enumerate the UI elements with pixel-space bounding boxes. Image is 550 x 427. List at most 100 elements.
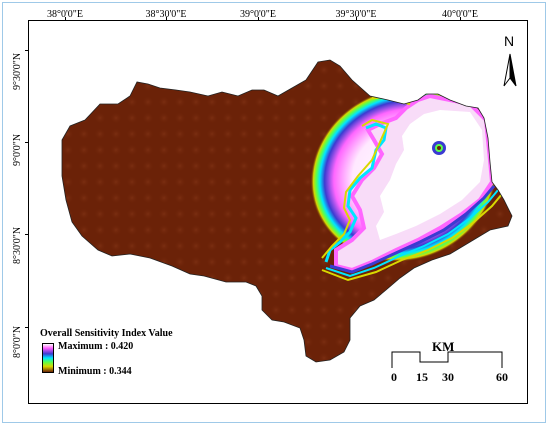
raster-cell: [158, 112, 170, 124]
raster-cell: [270, 128, 282, 140]
raster-cell: [62, 208, 74, 220]
raster-cell: [494, 112, 506, 124]
raster-cell: [206, 80, 218, 92]
raster-cell: [238, 80, 250, 92]
raster-cell: [478, 304, 490, 316]
raster-cell: [62, 112, 74, 124]
raster-cell: [302, 144, 314, 156]
raster-cell: [462, 256, 474, 268]
raster-cell: [222, 320, 234, 332]
raster-cell: [126, 112, 138, 124]
raster-cell: [110, 112, 122, 124]
raster-cell: [270, 320, 282, 332]
raster-cell: [94, 352, 106, 362]
raster-cell: [238, 112, 250, 124]
raster-cell: [254, 240, 266, 252]
raster-cell: [158, 352, 170, 362]
raster-cell: [286, 240, 298, 252]
raster-cell: [318, 272, 330, 284]
raster-cell: [78, 80, 90, 92]
raster-cell: [238, 160, 250, 172]
raster-cell: [238, 64, 250, 76]
legend-min-label: Minimum : 0.344: [58, 366, 132, 377]
scale-label: 15: [416, 370, 428, 384]
lat-tick: [25, 327, 29, 328]
raster-cell: [222, 352, 234, 362]
raster-cell: [494, 288, 506, 300]
raster-cell: [142, 224, 154, 236]
raster-cell: [94, 224, 106, 236]
raster-cell: [478, 336, 490, 348]
raster-cell: [430, 320, 442, 332]
raster-cell: [430, 80, 442, 92]
raster-cell: [446, 64, 458, 76]
raster-cell: [158, 208, 170, 220]
raster-cell: [110, 96, 122, 108]
raster-cell: [126, 128, 138, 140]
raster-cell: [270, 64, 282, 76]
raster-cell: [126, 352, 138, 362]
raster-cell: [62, 176, 74, 188]
raster-cell: [334, 352, 346, 362]
raster-cell: [174, 96, 186, 108]
raster-cell: [478, 64, 490, 76]
raster-cell: [398, 80, 410, 92]
raster-cell: [206, 304, 218, 316]
raster-cell: [126, 208, 138, 220]
raster-cell: [110, 64, 122, 76]
raster-cell: [142, 208, 154, 220]
raster-cell: [94, 176, 106, 188]
raster-cell: [286, 320, 298, 332]
raster-cell: [318, 112, 330, 124]
raster-cell: [190, 160, 202, 172]
north-arrow-icon: [503, 53, 517, 87]
raster-cell: [206, 240, 218, 252]
raster-cell: [254, 96, 266, 108]
raster-cell: [126, 224, 138, 236]
raster-cell: [318, 320, 330, 332]
raster-cell: [206, 208, 218, 220]
raster-cell: [334, 96, 346, 108]
scale-label: 30: [442, 370, 454, 384]
raster-cell: [142, 288, 154, 300]
raster-cell: [158, 96, 170, 108]
raster-cell: [222, 256, 234, 268]
raster-cell: [62, 160, 74, 172]
raster-cell: [110, 144, 122, 156]
raster-cell: [254, 144, 266, 156]
raster-cell: [414, 64, 426, 76]
raster-cell: [222, 112, 234, 124]
raster-cell: [190, 144, 202, 156]
lon-tick: [65, 17, 66, 21]
raster-cell: [382, 304, 394, 316]
raster-cell: [110, 304, 122, 316]
raster-cell: [238, 224, 250, 236]
raster-cell: [158, 80, 170, 92]
scale-label: 60: [496, 370, 508, 384]
raster-cell: [190, 208, 202, 220]
raster-cell: [158, 256, 170, 268]
raster-cell: [174, 272, 186, 284]
raster-cell: [350, 64, 362, 76]
raster-cell: [174, 320, 186, 332]
raster-cell: [158, 144, 170, 156]
raster-cell: [430, 272, 442, 284]
raster-cell: [62, 240, 74, 252]
raster-cell: [78, 288, 90, 300]
raster-cell: [206, 176, 218, 188]
raster-cell: [270, 160, 282, 172]
raster-cell: [206, 160, 218, 172]
raster-cell: [430, 64, 442, 76]
raster-cell: [238, 288, 250, 300]
raster-cell: [222, 304, 234, 316]
raster-cell: [398, 336, 410, 348]
raster-cell: [270, 176, 282, 188]
raster-cell: [174, 64, 186, 76]
north-label: N: [504, 33, 515, 49]
raster-cell: [302, 96, 314, 108]
raster-cell: [398, 352, 410, 362]
raster-cell: [190, 304, 202, 316]
raster-cell: [286, 176, 298, 188]
raster-cell: [286, 112, 298, 124]
raster-cell: [494, 128, 506, 140]
